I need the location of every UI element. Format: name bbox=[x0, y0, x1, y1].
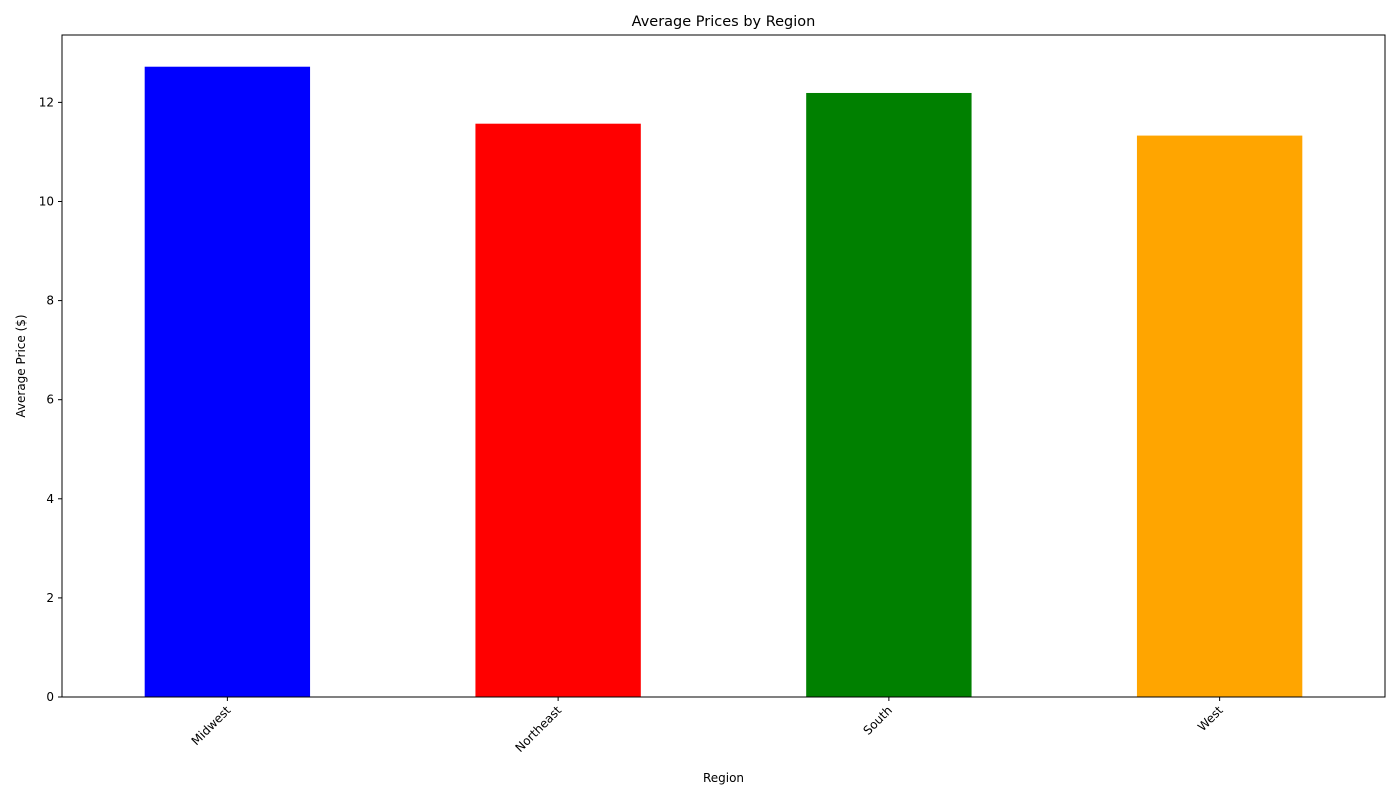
x-tick-label: Midwest bbox=[189, 703, 234, 748]
bar-northeast bbox=[475, 123, 641, 697]
bar-west bbox=[1136, 135, 1303, 697]
bar-south bbox=[806, 92, 972, 697]
y-tick-label: 8 bbox=[46, 294, 54, 308]
y-axis-label: Average Price ($) bbox=[14, 314, 28, 417]
y-axis-ticks: 0 2 4 6 8 10 12 bbox=[39, 95, 62, 704]
x-tick-label: South bbox=[860, 703, 895, 738]
x-axis-ticks: Midwest Northeast South West bbox=[189, 697, 1226, 755]
y-tick-label: 12 bbox=[39, 95, 54, 109]
y-tick-label: 0 bbox=[46, 690, 54, 704]
y-tick-label: 10 bbox=[39, 194, 54, 208]
x-axis-label: Region bbox=[703, 771, 744, 785]
y-tick-label: 4 bbox=[46, 492, 54, 506]
chart-title: Average Prices by Region bbox=[632, 14, 816, 30]
x-tick-label: West bbox=[1195, 703, 1226, 734]
bar-midwest bbox=[144, 66, 311, 697]
y-tick-label: 2 bbox=[46, 591, 54, 605]
y-tick-label: 6 bbox=[46, 393, 54, 407]
bars-layer bbox=[144, 66, 1303, 697]
x-tick-label: Northeast bbox=[512, 703, 564, 755]
plot-frame bbox=[61, 34, 1386, 698]
